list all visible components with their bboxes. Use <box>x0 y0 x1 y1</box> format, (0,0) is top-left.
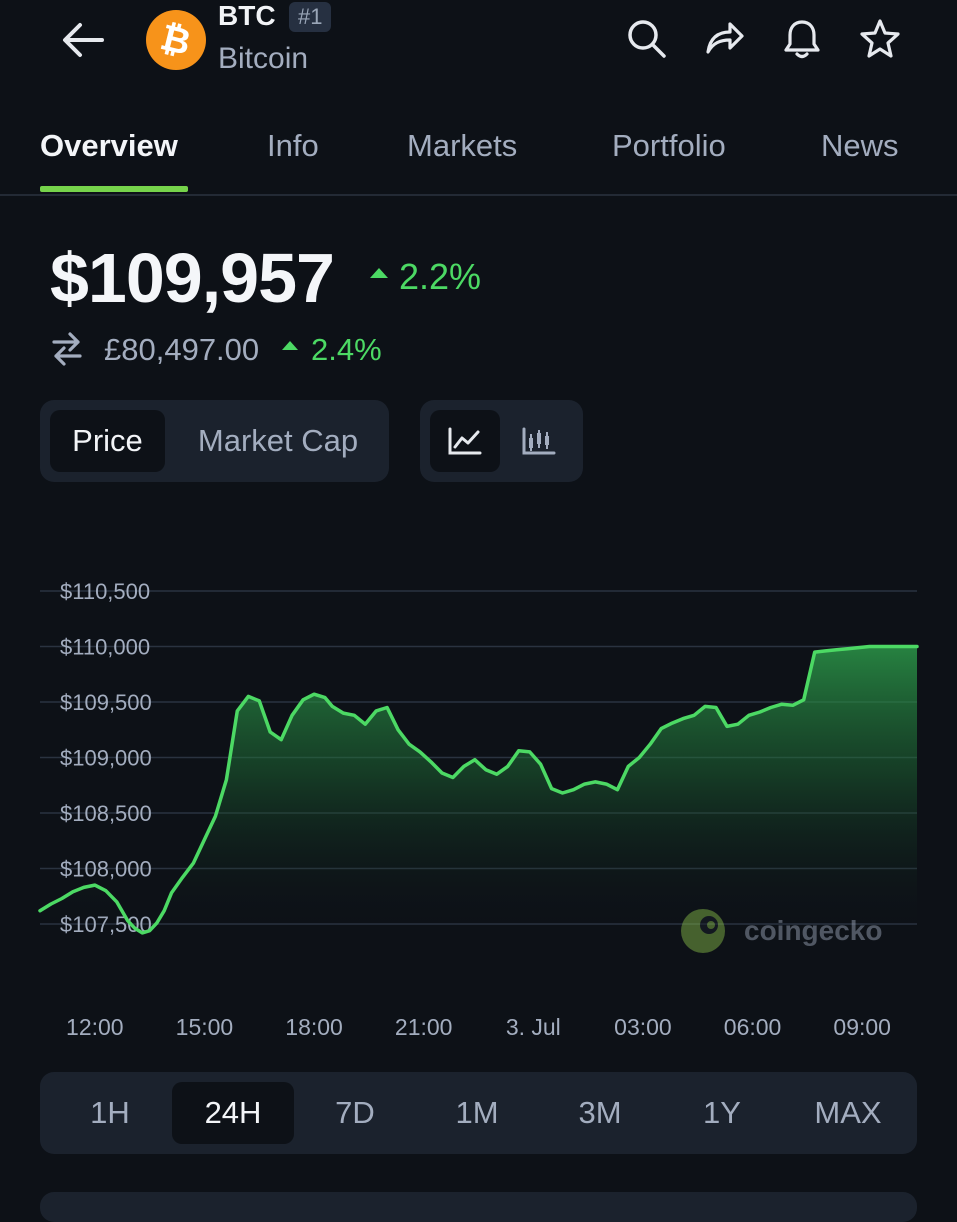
range-max[interactable]: MAX <box>814 1095 882 1130</box>
x-axis-tick-label: 12:00 <box>66 1014 124 1040</box>
market-cap-toggle-button[interactable]: Market Cap <box>197 423 359 458</box>
line-chart-button[interactable] <box>430 410 500 472</box>
range-3m[interactable]: 3M <box>578 1095 622 1130</box>
price-toggle-button[interactable]: Price <box>50 410 165 472</box>
y-axis-tick-label: $109,000 <box>60 746 152 771</box>
x-axis-tick-label: 03:00 <box>614 1014 672 1040</box>
bitcoin-icon: ₿ <box>146 10 206 70</box>
x-axis-tick-label: 15:00 <box>176 1014 234 1040</box>
rank-badge: #1 <box>289 2 332 32</box>
coin-name: Bitcoin <box>218 42 309 75</box>
bell-icon[interactable] <box>780 16 824 60</box>
tab-news[interactable]: News <box>821 128 899 163</box>
range-7d[interactable]: 7D <box>335 1095 375 1130</box>
header: ₿ BTC #1 Bitcoin <box>0 0 957 90</box>
exchange-icon[interactable] <box>50 330 84 368</box>
active-tab-indicator <box>40 186 188 192</box>
y-axis-tick-label: $110,500 <box>60 579 150 604</box>
range-1y[interactable]: 1Y <box>703 1095 741 1130</box>
x-axis-tick-label: 18:00 <box>285 1014 343 1040</box>
price-area-fill <box>40 646 917 933</box>
price-chart[interactable]: $110,500 $110,000 $109,500 $109,000 $108,500… <box>0 560 957 1060</box>
metric-toggle: Price Market Cap <box>40 400 389 482</box>
next-section-card <box>40 1192 917 1222</box>
up-arrow-icon <box>282 341 298 350</box>
price-change: 2.2% <box>399 256 482 297</box>
tab-overview[interactable]: Overview <box>40 128 178 163</box>
tab-portfolio[interactable]: Portfolio <box>612 128 726 163</box>
x-axis-tick-label: 3. Jul <box>506 1014 561 1040</box>
watermark-text: coingecko <box>744 915 882 946</box>
time-range-selector: 1H 24H 7D 1M 3M 1Y MAX <box>40 1072 917 1154</box>
price-line <box>38 644 919 935</box>
converted-price-change: 2.4% <box>311 332 382 367</box>
y-axis-tick-label: $108,500 <box>60 801 152 826</box>
range-1h[interactable]: 1H <box>90 1095 130 1130</box>
range-24h[interactable]: 24H <box>172 1082 294 1144</box>
y-axis-tick-label: $108,000 <box>60 857 152 882</box>
coingecko-watermark: coingecko <box>681 909 882 953</box>
x-axis-tick-label: 21:00 <box>395 1014 453 1040</box>
star-icon[interactable] <box>858 16 902 60</box>
tab-bar: Overview Info Markets Portfolio News <box>0 110 957 196</box>
x-axis-tick-label: 09:00 <box>833 1014 891 1040</box>
share-icon[interactable] <box>702 16 746 60</box>
search-icon[interactable] <box>624 16 668 60</box>
converted-price: £80,497.00 <box>104 332 260 367</box>
up-arrow-icon <box>370 268 388 278</box>
line-chart-icon <box>448 427 482 455</box>
x-axis-tick-label: 06:00 <box>724 1014 782 1040</box>
candlestick-icon <box>522 427 556 455</box>
coin-symbol: BTC <box>218 0 276 31</box>
back-arrow-icon[interactable] <box>58 18 108 62</box>
range-1m[interactable]: 1M <box>455 1095 499 1130</box>
chart-style-toggle <box>420 400 583 482</box>
current-price: $109,957 <box>50 239 335 317</box>
y-axis-tick-label: $110,000 <box>60 635 150 660</box>
tab-info[interactable]: Info <box>267 128 319 163</box>
y-axis-tick-label: $109,500 <box>60 690 152 715</box>
tab-markets[interactable]: Markets <box>407 128 518 163</box>
candlestick-chart-button[interactable] <box>506 410 572 472</box>
